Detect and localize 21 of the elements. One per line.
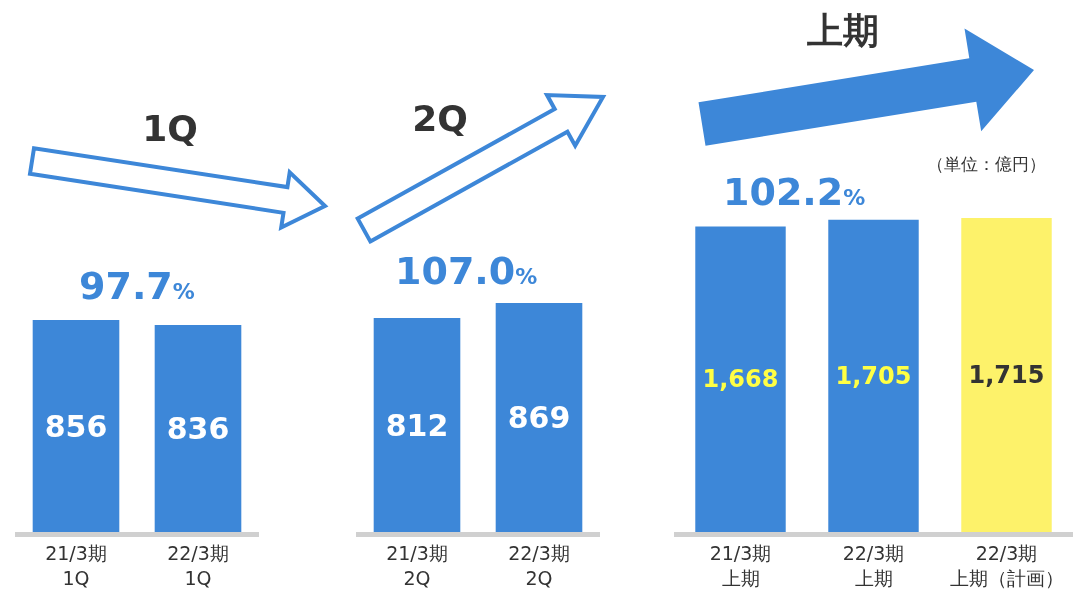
data-label: 812 bbox=[385, 407, 449, 443]
data-label: 1,668 bbox=[702, 365, 779, 394]
x-tick-label: 22/3期上期（計画） bbox=[949, 541, 1064, 589]
x-tick-label: 22/3期上期 bbox=[842, 541, 905, 589]
chart-title: 上期 bbox=[807, 9, 879, 51]
text: （単位：億円） bbox=[927, 154, 1046, 174]
chart-title: 2Q bbox=[412, 97, 468, 139]
x-tick-label: 21/3期2Q bbox=[386, 541, 448, 589]
text: 107.0% bbox=[395, 249, 538, 293]
text: 97.7% bbox=[79, 264, 195, 308]
data-label: 856 bbox=[44, 408, 108, 444]
x-tick-label: 22/3期2Q bbox=[508, 541, 570, 589]
data-label: 1,715 bbox=[968, 361, 1045, 389]
text: 102.2% bbox=[723, 170, 866, 214]
data-label: 836 bbox=[166, 410, 230, 446]
x-tick-label: 21/3期1Q bbox=[45, 541, 107, 589]
data-label: 869 bbox=[507, 400, 571, 435]
data-label: 1,705 bbox=[835, 361, 912, 390]
x-tick-label: 22/3期1Q bbox=[167, 541, 229, 589]
chart-title: 1Q bbox=[142, 107, 198, 149]
x-tick-label: 21/3期上期 bbox=[709, 541, 772, 589]
